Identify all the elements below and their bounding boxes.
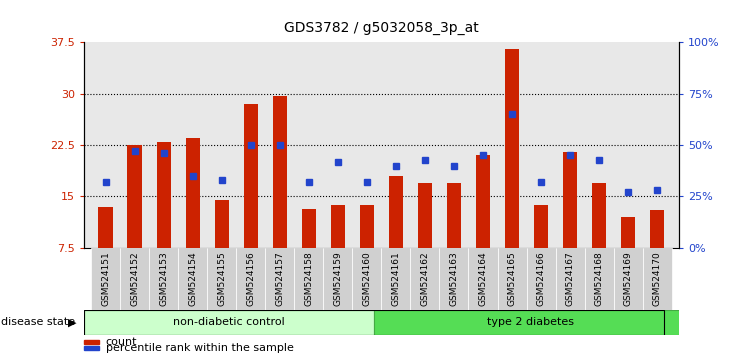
Bar (504, 49, 519, 248)
Text: disease state: disease state (1, 318, 75, 327)
Text: GSM524168: GSM524168 (595, 251, 604, 306)
Text: GSM524151: GSM524151 (101, 251, 110, 306)
Text: GSM524162: GSM524162 (420, 251, 429, 306)
Text: GSM524159: GSM524159 (334, 251, 342, 306)
Bar (99, 207, 113, 248)
Bar (294, 248, 323, 310)
Text: GSM524154: GSM524154 (188, 251, 197, 306)
Bar (585, 248, 614, 310)
Bar (323, 248, 353, 310)
Bar (614, 248, 642, 310)
Bar (592, 183, 607, 248)
Bar (156, 142, 171, 248)
Bar (418, 183, 432, 248)
Bar (469, 248, 498, 310)
Text: count: count (106, 337, 137, 347)
Bar (91, 248, 120, 310)
Bar (447, 183, 461, 248)
Text: GSM524167: GSM524167 (566, 251, 575, 306)
Bar (237, 248, 265, 310)
Text: GSM524155: GSM524155 (218, 251, 226, 306)
Bar (650, 210, 664, 248)
Text: percentile rank within the sample: percentile rank within the sample (106, 343, 293, 353)
Text: GSM524161: GSM524161 (391, 251, 401, 306)
Bar (534, 205, 548, 248)
Text: GSM524156: GSM524156 (246, 251, 256, 306)
Bar (215, 200, 229, 248)
Bar (84, 340, 99, 344)
Text: GSM524152: GSM524152 (130, 251, 139, 306)
Text: GSM524166: GSM524166 (537, 251, 545, 306)
Bar (84, 346, 99, 350)
Bar (410, 248, 439, 310)
Bar (374, 310, 686, 335)
Bar (382, 248, 410, 310)
Bar (207, 248, 237, 310)
Bar (360, 205, 374, 248)
Text: GSM524164: GSM524164 (478, 251, 488, 306)
Text: GDS3782 / g5032058_3p_at: GDS3782 / g5032058_3p_at (284, 21, 479, 35)
Bar (353, 248, 381, 310)
Text: type 2 diabetes: type 2 diabetes (487, 318, 574, 327)
Bar (526, 248, 556, 310)
Bar (272, 96, 287, 248)
Text: GSM524169: GSM524169 (623, 251, 633, 306)
Text: GSM524163: GSM524163 (450, 251, 458, 306)
Text: GSM524153: GSM524153 (159, 251, 168, 306)
Text: GSM524158: GSM524158 (304, 251, 313, 306)
Bar (128, 145, 142, 248)
Text: non-diabetic control: non-diabetic control (173, 318, 285, 327)
Text: GSM524157: GSM524157 (275, 251, 285, 306)
Bar (301, 209, 316, 248)
Bar (84, 310, 374, 335)
Bar (388, 176, 403, 248)
Bar (185, 138, 200, 248)
Bar (439, 248, 469, 310)
Bar (331, 205, 345, 248)
Bar (265, 248, 294, 310)
Bar (178, 248, 207, 310)
Text: GSM524160: GSM524160 (362, 251, 372, 306)
Bar (149, 248, 178, 310)
Bar (556, 248, 585, 310)
Text: GSM524170: GSM524170 (653, 251, 661, 306)
Bar (120, 248, 149, 310)
Bar (620, 217, 635, 248)
Text: ▶: ▶ (68, 318, 77, 327)
Text: GSM524165: GSM524165 (507, 251, 517, 306)
Bar (642, 248, 672, 310)
Bar (563, 152, 577, 248)
Bar (244, 104, 258, 248)
Bar (476, 155, 491, 248)
Bar (498, 248, 526, 310)
